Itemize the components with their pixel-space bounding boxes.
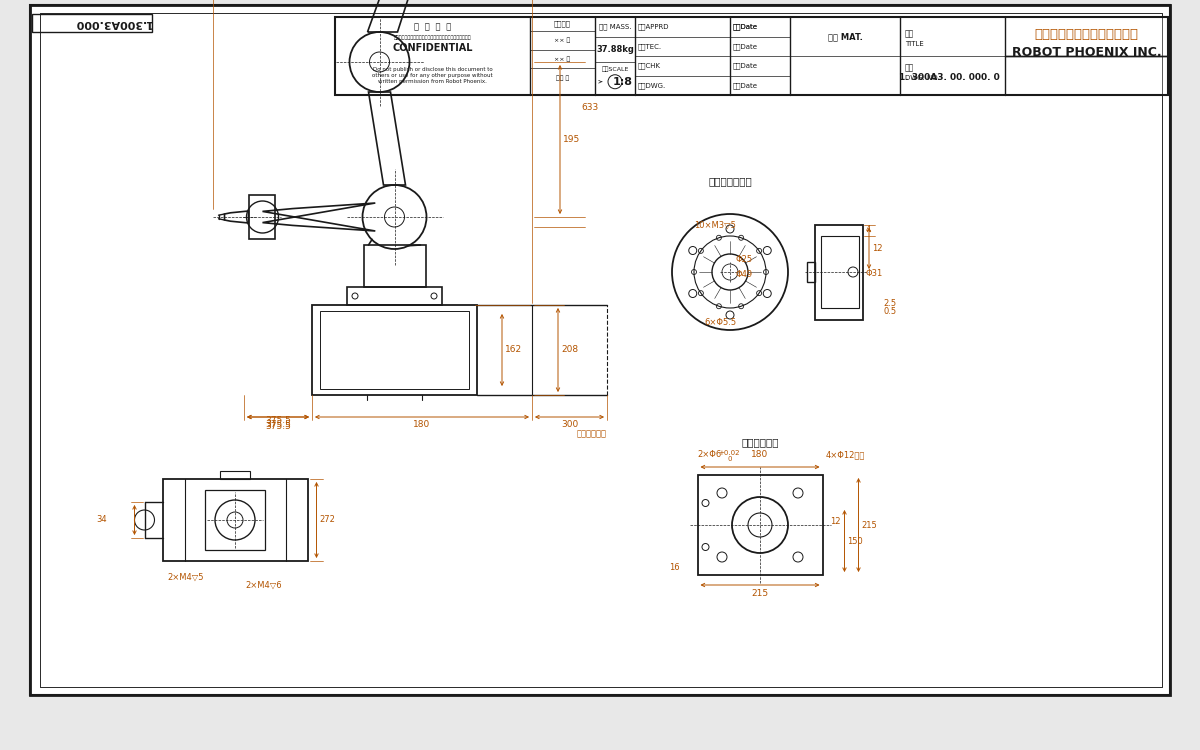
Text: 图号: 图号 bbox=[905, 63, 914, 72]
Text: 162: 162 bbox=[505, 346, 522, 355]
Text: ×× 止: ×× 止 bbox=[554, 56, 571, 62]
Text: 34: 34 bbox=[96, 515, 107, 524]
Bar bbox=[40, 13, 1162, 687]
Text: 济南翼菲自动化科技有限公司: 济南翼菲自动化科技有限公司 bbox=[1034, 28, 1139, 40]
Bar bbox=[821, 236, 859, 308]
Text: Φ31: Φ31 bbox=[866, 269, 883, 278]
Text: ROBOT PHOENIX INC.: ROBOT PHOENIX INC. bbox=[1012, 46, 1162, 58]
Text: 208: 208 bbox=[562, 346, 578, 355]
Text: CONFIDENTIAL: CONFIDENTIAL bbox=[392, 44, 473, 53]
Text: 重量 MASS.: 重量 MASS. bbox=[599, 23, 631, 30]
Bar bbox=[205, 490, 265, 550]
Text: 机密等的判断标准：本文件不可就据国家保密法若干范围判断: 机密等的判断标准：本文件不可就据国家保密法若干范围判断 bbox=[394, 34, 472, 40]
Text: 批准APPRD: 批准APPRD bbox=[638, 23, 670, 30]
Bar bbox=[815, 224, 863, 320]
Text: 2×M4▽6: 2×M4▽6 bbox=[245, 581, 282, 590]
Text: 375.5: 375.5 bbox=[265, 420, 290, 429]
Bar bbox=[40, 13, 1162, 687]
Text: 线缆预留空间: 线缆预留空间 bbox=[577, 429, 607, 438]
Text: 角度 止: 角度 止 bbox=[556, 75, 569, 81]
Text: 工艺TEC.: 工艺TEC. bbox=[638, 43, 662, 50]
Text: TITLE: TITLE bbox=[905, 41, 924, 47]
Text: DWG. NO.: DWG. NO. bbox=[905, 75, 940, 81]
Text: 16: 16 bbox=[668, 562, 679, 572]
Bar bbox=[162, 479, 307, 561]
Text: 0: 0 bbox=[727, 456, 732, 462]
Text: 6×Φ5.5: 6×Φ5.5 bbox=[704, 318, 736, 327]
Text: 底座安装尺寸: 底座安装尺寸 bbox=[742, 437, 779, 447]
Text: 名称: 名称 bbox=[905, 30, 914, 39]
Bar bbox=[312, 305, 478, 395]
Text: 215: 215 bbox=[862, 520, 877, 530]
Text: 日期Date: 日期Date bbox=[733, 24, 758, 31]
Text: 材料 MAT.: 材料 MAT. bbox=[828, 32, 863, 41]
Text: ×× 止: ×× 止 bbox=[554, 38, 571, 44]
Bar bbox=[32, 14, 152, 32]
Text: 4: 4 bbox=[866, 224, 871, 233]
Text: 日期Date: 日期Date bbox=[733, 82, 758, 88]
Text: 机  密  文  件: 机 密 文 件 bbox=[414, 22, 451, 31]
Text: 2×Φ6: 2×Φ6 bbox=[697, 450, 721, 459]
Text: 12: 12 bbox=[830, 517, 841, 526]
Text: 375.5: 375.5 bbox=[265, 422, 290, 431]
Text: 1. 300A3. 00. 000. 0: 1. 300A3. 00. 000. 0 bbox=[899, 74, 1000, 82]
Text: 2.5: 2.5 bbox=[883, 298, 896, 307]
Text: +0.02: +0.02 bbox=[719, 450, 740, 456]
Text: 150: 150 bbox=[847, 536, 863, 545]
Text: 比例SCALE: 比例SCALE bbox=[601, 67, 629, 72]
Bar bbox=[220, 471, 250, 479]
Bar bbox=[335, 17, 1168, 95]
Text: 272: 272 bbox=[319, 515, 335, 524]
Text: 37.88kg: 37.88kg bbox=[596, 45, 634, 54]
Text: 法兰盘安装尺寸: 法兰盘安装尺寸 bbox=[708, 176, 752, 186]
Bar bbox=[347, 287, 442, 305]
Text: 1:8: 1:8 bbox=[613, 76, 634, 87]
Text: 215: 215 bbox=[751, 589, 768, 598]
Text: 日期Date: 日期Date bbox=[733, 43, 758, 50]
Text: 日期Date: 日期Date bbox=[733, 23, 758, 30]
Text: 0.5: 0.5 bbox=[883, 308, 896, 316]
Text: Φ49: Φ49 bbox=[734, 270, 752, 279]
Bar bbox=[320, 311, 469, 389]
Bar bbox=[364, 245, 426, 287]
Text: 375.5: 375.5 bbox=[265, 416, 290, 425]
Text: 195: 195 bbox=[563, 135, 581, 144]
Text: 1.300A3.000: 1.300A3.000 bbox=[73, 18, 152, 28]
Text: 偏差公差: 偏差公差 bbox=[554, 20, 571, 26]
Text: 180: 180 bbox=[413, 420, 431, 429]
Bar bbox=[697, 475, 822, 575]
Text: Φ25: Φ25 bbox=[734, 255, 752, 264]
Text: 2×M4▽5: 2×M4▽5 bbox=[168, 573, 204, 582]
Bar bbox=[808, 262, 815, 282]
Text: 300: 300 bbox=[560, 420, 578, 429]
Text: 180: 180 bbox=[751, 450, 769, 459]
Text: 12: 12 bbox=[872, 244, 882, 253]
Text: 633: 633 bbox=[581, 103, 599, 112]
Text: Do not publish or disclose this document to
others or use for any other purpose : Do not publish or disclose this document… bbox=[372, 68, 493, 84]
Text: 4×Φ12盲道: 4×Φ12盲道 bbox=[826, 450, 865, 459]
Text: 日期Date: 日期Date bbox=[733, 62, 758, 69]
Text: 检图DWG.: 检图DWG. bbox=[638, 82, 666, 88]
Text: 审核CHK: 审核CHK bbox=[638, 62, 661, 69]
Text: 10×M3▽5: 10×M3▽5 bbox=[694, 221, 736, 230]
